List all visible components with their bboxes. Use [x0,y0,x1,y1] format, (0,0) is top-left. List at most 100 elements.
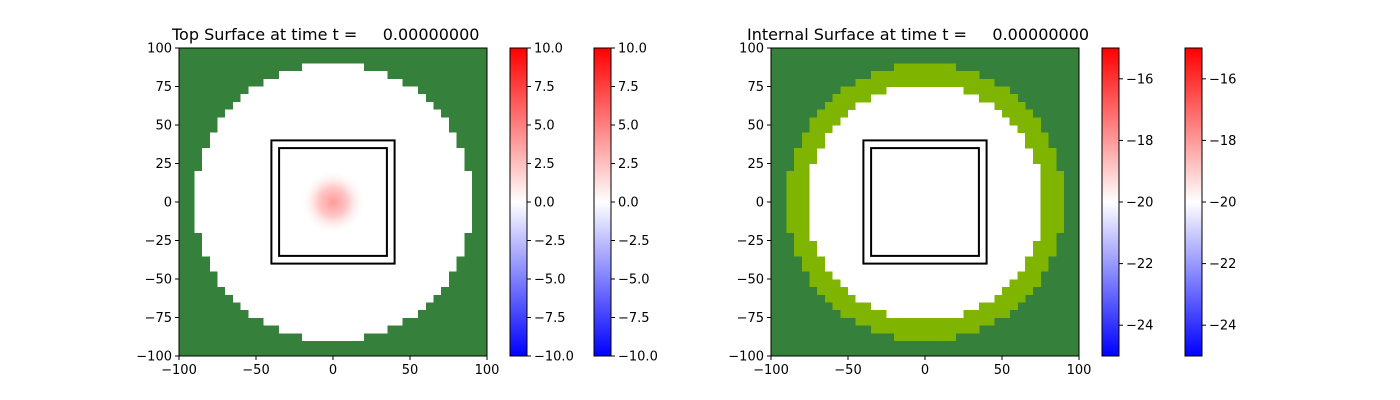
heatmap-cell [271,309,280,318]
heatmap-cell [978,294,987,303]
heatmap-cell [209,140,218,149]
heatmap-ring-cell [1055,217,1064,226]
heatmap-cell [894,286,903,295]
heatmap-cell [209,225,218,234]
heatmap-cell [855,140,864,149]
heatmap-cell [433,248,442,257]
heatmap-cell [901,94,910,103]
heatmap-cell [1017,178,1026,187]
heatmap-cell [963,255,972,264]
heatmap-cell [824,171,833,180]
heatmap-cell [1009,225,1018,234]
heatmap-cell [978,155,987,164]
heatmap-cell [302,71,311,80]
heatmap-cell [256,248,265,257]
heatmap-cell [940,140,949,149]
heatmap-cell [356,109,365,118]
heatmap-cell [356,232,365,241]
heatmap-cell [240,117,249,126]
heatmap-cell [410,148,419,157]
heatmap-cell [994,279,1003,288]
heatmap-cell [824,194,833,203]
heatmap-cell [417,209,426,218]
heatmap-cell [971,232,980,241]
heatmap-cell [901,255,910,264]
heatmap-cell [909,255,918,264]
heatmap-cell [932,248,941,257]
heatmap-cell [840,132,849,141]
heatmap-cell [832,263,841,272]
heatmap-cell [410,132,419,141]
heatmap-cell [909,302,918,311]
heatmap-cell [209,132,218,141]
heatmap-cell [386,271,395,280]
heatmap-cell [855,209,864,218]
heatmap-cell [894,209,903,218]
heatmap-cell [440,248,449,257]
heatmap-cell [232,101,241,110]
heatmap-cell [371,117,380,126]
heatmap-cell [379,109,388,118]
heatmap-cell [848,232,857,241]
heatmap-cell [348,148,357,157]
heatmap-cell [955,248,964,257]
heatmap-cell [417,178,426,187]
heatmap-cell [925,225,934,234]
heatmap-cell [848,202,857,211]
heatmap-cell [1002,263,1011,272]
heatmap-cell [963,248,972,257]
heatmap-cell [371,309,380,318]
heatmap-cell [948,194,957,203]
heatmap-cell [263,101,272,110]
colorbar-gradient [594,48,611,356]
heatmap-cell [417,263,426,272]
heatmap-cell [286,217,295,226]
heatmap-ring-cell [925,332,934,341]
heatmap-cell [379,225,388,234]
heatmap-cell [863,101,872,110]
heatmap-cell [209,194,218,203]
heatmap-cell [909,86,918,95]
heatmap-cell [317,117,326,126]
heatmap-cell [840,125,849,134]
heatmap-cell [817,171,826,180]
heatmap-cell [1025,148,1034,157]
heatmap-ring-cell [1025,117,1034,126]
heatmap-cell [402,178,411,187]
colorbar-tick-label: 5.0 [534,119,555,134]
heatmap-cell [433,132,442,141]
heatmap-cell [217,171,226,180]
heatmap-cell [817,225,826,234]
heatmap-cell [248,202,257,211]
x-tick-label: 0 [329,363,337,378]
heatmap-cell [371,148,380,157]
heatmap-ring-cell [855,94,864,103]
heatmap-cell [925,294,934,303]
heatmap-cell [386,240,395,249]
heatmap-cell [848,217,857,226]
heatmap-cell [940,94,949,103]
heatmap-ring-cell [1025,279,1034,288]
heatmap-cell [232,248,241,257]
heatmap-cell [878,271,887,280]
heatmap-cell [333,71,342,80]
heatmap-cell [356,225,365,234]
heatmap-cell [379,309,388,318]
heatmap-cell [840,202,849,211]
heatmap-cell [955,163,964,172]
heatmap-cell [433,263,442,272]
heatmap-cell [371,101,380,110]
heatmap-ring-cell [801,240,810,249]
heatmap-cell [940,286,949,295]
heatmap-ring-cell [955,71,964,80]
heatmap-cell [925,163,934,172]
heatmap-ring-cell [871,86,880,95]
heatmap-ring-cell [1048,232,1057,241]
heatmap-cell [263,202,272,211]
heatmap-ring-cell [955,317,964,326]
heatmap-cell [925,232,934,241]
heatmap-cell [294,217,303,226]
heatmap-cell [809,178,818,187]
heatmap-cell [309,132,318,141]
heatmap-cell [940,225,949,234]
